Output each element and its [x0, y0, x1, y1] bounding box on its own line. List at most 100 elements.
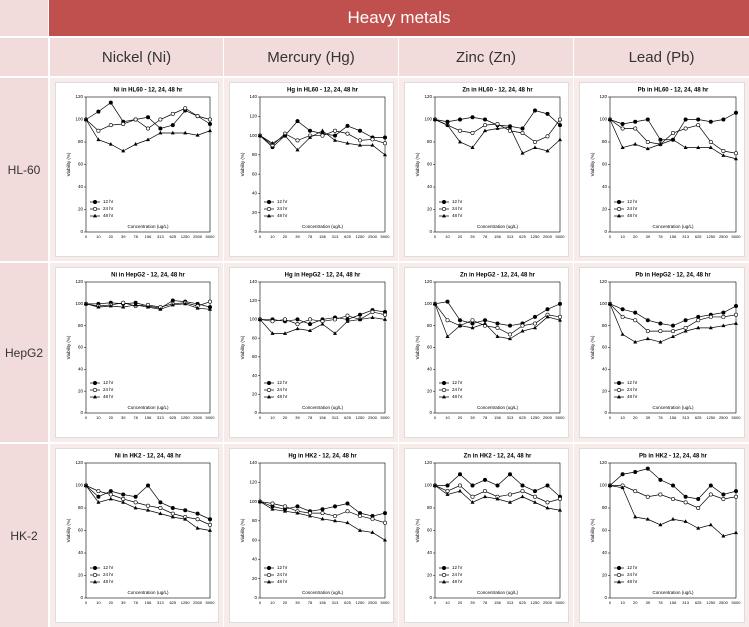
x-tick-label: 156	[669, 415, 676, 420]
x-tick-label: 313	[157, 415, 164, 420]
x-tick-label: 0	[84, 600, 87, 605]
data-point	[370, 516, 375, 521]
data-point	[670, 137, 675, 142]
y-tick-label: 20	[77, 388, 83, 393]
data-point	[257, 499, 262, 503]
data-point	[345, 313, 350, 318]
data-point	[632, 126, 637, 131]
data-point	[120, 121, 125, 126]
x-tick-label: 625	[519, 600, 526, 605]
y-tick-label: 60	[601, 528, 607, 533]
x-tick-label: 10	[445, 415, 450, 420]
legend-marker	[441, 388, 446, 393]
data-point	[607, 301, 612, 306]
data-point	[520, 151, 524, 155]
x-tick-label: 20	[282, 415, 287, 420]
x-tick-label: 156	[494, 234, 501, 239]
data-point	[295, 322, 300, 327]
data-point	[432, 117, 437, 121]
data-point	[182, 130, 187, 135]
data-point	[170, 130, 175, 135]
data-point	[145, 115, 150, 120]
x-tick-label: 0	[433, 600, 436, 605]
series-line	[609, 119, 736, 154]
data-point	[357, 138, 362, 143]
data-point	[332, 518, 337, 523]
y-tick-label: 100	[75, 301, 83, 306]
data-point	[657, 339, 662, 344]
data-point	[708, 314, 713, 319]
y-tick-label: 120	[424, 279, 432, 284]
data-point	[345, 520, 349, 525]
data-point	[145, 483, 150, 488]
data-point	[357, 317, 362, 321]
series-line	[609, 112, 736, 141]
chart-title: Ni in HL60 - 12, 24, 48 hr	[113, 88, 183, 94]
data-point	[133, 302, 138, 307]
x-tick-label: 39	[295, 415, 300, 420]
data-point	[632, 514, 637, 519]
chart-title: Pb in HL60 - 12, 24, 48 hr	[637, 88, 708, 94]
data-point	[470, 321, 475, 326]
x-tick-label: 78	[482, 415, 487, 420]
data-point	[470, 145, 474, 150]
x-tick-label: 10	[96, 234, 101, 239]
data-point	[657, 137, 662, 142]
data-point	[195, 306, 200, 310]
data-point	[457, 139, 462, 144]
data-point	[295, 317, 300, 322]
data-point	[170, 302, 175, 307]
legend-marker	[266, 579, 271, 584]
x-tick-label: 5000	[205, 600, 215, 605]
chart: Hg in HK2 - 12, 24, 48 hr020406080100120…	[228, 448, 394, 623]
data-point	[470, 500, 474, 504]
x-tick-label: 156	[319, 234, 326, 239]
data-point	[95, 500, 100, 504]
data-point	[645, 517, 650, 521]
x-tick-label: 1250	[530, 234, 540, 239]
x-tick-label: 5000	[380, 234, 390, 239]
legend-label: 48 hr	[627, 579, 638, 584]
legend-label: 48 hr	[103, 579, 114, 584]
legend-label: 12 hr	[277, 199, 288, 204]
x-tick-label: 313	[331, 234, 338, 239]
data-point	[382, 317, 387, 321]
plot-frame	[85, 462, 210, 599]
y-tick-label: 60	[77, 345, 83, 350]
legend-marker	[441, 394, 446, 399]
data-point	[282, 331, 287, 335]
y-tick-label: 120	[75, 94, 83, 99]
x-tick-label: 5000	[555, 415, 565, 420]
data-point	[207, 307, 212, 311]
x-tick-label: 78	[482, 234, 487, 239]
data-point	[470, 115, 475, 120]
y-axis-label: Viability (%)	[415, 152, 420, 176]
x-tick-label: 39	[645, 415, 650, 420]
data-point	[507, 323, 512, 328]
data-point	[282, 133, 287, 137]
data-point	[545, 134, 550, 139]
x-tick-label: 5000	[380, 415, 390, 420]
data-point	[370, 309, 375, 314]
data-point	[708, 145, 713, 150]
data-point	[720, 117, 725, 122]
data-point	[557, 301, 562, 306]
data-point	[470, 494, 475, 499]
data-point	[145, 137, 150, 142]
data-point	[457, 318, 462, 323]
y-tick-label: 80	[601, 139, 607, 144]
x-tick-label: 156	[144, 600, 151, 605]
data-point	[195, 511, 200, 516]
legend-label: 48 hr	[627, 213, 638, 218]
data-point	[295, 119, 300, 124]
x-tick-label: 10	[270, 415, 275, 420]
x-tick-label: 10	[445, 234, 450, 239]
x-axis-label: Concentration (ug/L)	[301, 590, 343, 595]
data-point	[370, 137, 375, 142]
legend-label: 48 hr	[277, 579, 288, 584]
legend-label: 24 hr	[452, 572, 463, 577]
data-point	[108, 492, 113, 497]
data-point	[557, 123, 562, 128]
y-tick-label: 0	[80, 410, 83, 415]
data-point	[382, 152, 387, 157]
